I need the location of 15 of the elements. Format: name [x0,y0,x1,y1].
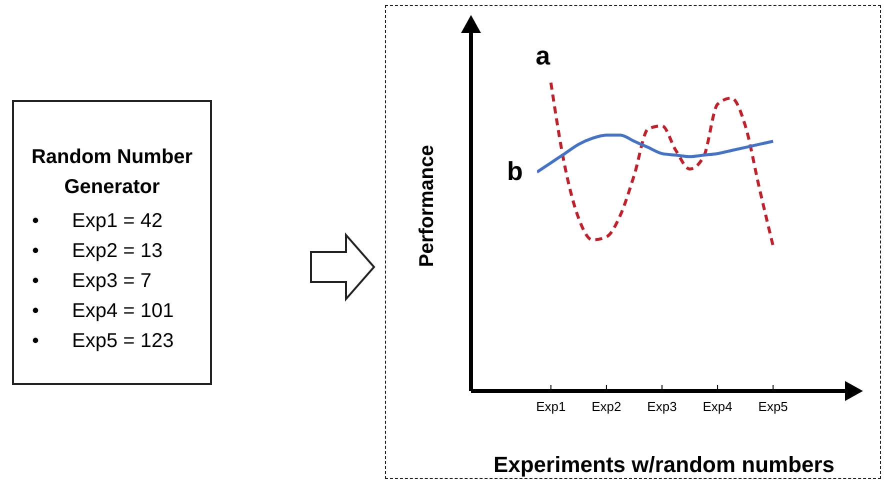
x-axis-title: Experiments w/random numbers [493,452,835,477]
text: • Exp2 = 13 [32,240,163,262]
y-axis-title: Performance [416,144,438,268]
x-tick-label: Exp1 [536,399,566,414]
x-tick-label: Exp4 [702,399,732,414]
text: • Exp4 = 101 [32,300,174,322]
x-tick-label: Exp2 [592,399,622,414]
x-tick-label: Exp3 [647,399,677,414]
text: • Exp3 = 7 [32,270,152,292]
text: • Exp1 = 42 [32,210,163,232]
text: • Exp5 = 123 [32,330,174,352]
x-tick-label: Exp5 [758,399,788,414]
text: Random Number Generator [30,145,194,200]
series-label: a [536,40,551,71]
series-label: b [507,156,523,186]
